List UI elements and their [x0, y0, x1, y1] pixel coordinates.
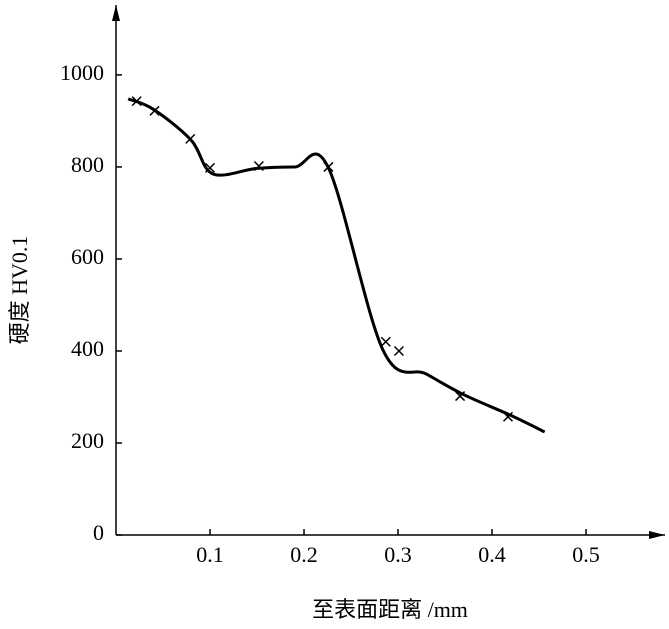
x-tick-label: 0.5 — [572, 542, 600, 567]
y-arrow — [112, 5, 120, 21]
y-tick-label: 600 — [71, 244, 104, 269]
y-tick-label: 800 — [71, 152, 104, 177]
x-tick-label: 0.1 — [196, 542, 224, 567]
marker — [204, 162, 216, 173]
x-tick-label: 0.2 — [290, 542, 318, 567]
curve — [127, 97, 546, 434]
x-tick-label: 0.3 — [384, 542, 412, 567]
marker — [323, 161, 334, 172]
y-axis-label: 硬度 HV0.1 — [7, 236, 32, 345]
y-tick-label: 1000 — [60, 60, 104, 85]
y-tick-label: 200 — [71, 428, 104, 453]
marker — [393, 345, 404, 357]
x-arrow — [649, 531, 665, 539]
y-tick-label: 400 — [71, 336, 104, 361]
marker — [149, 105, 160, 116]
marker — [502, 411, 514, 422]
marker — [185, 133, 196, 144]
marker — [253, 160, 264, 172]
marker — [131, 96, 142, 107]
marker — [380, 336, 391, 347]
x-axis-label: 至表面距离 /mm — [312, 597, 468, 622]
x-tick-label: 0.4 — [478, 542, 506, 567]
y-tick-label: 0 — [93, 520, 104, 545]
marker — [455, 391, 466, 402]
